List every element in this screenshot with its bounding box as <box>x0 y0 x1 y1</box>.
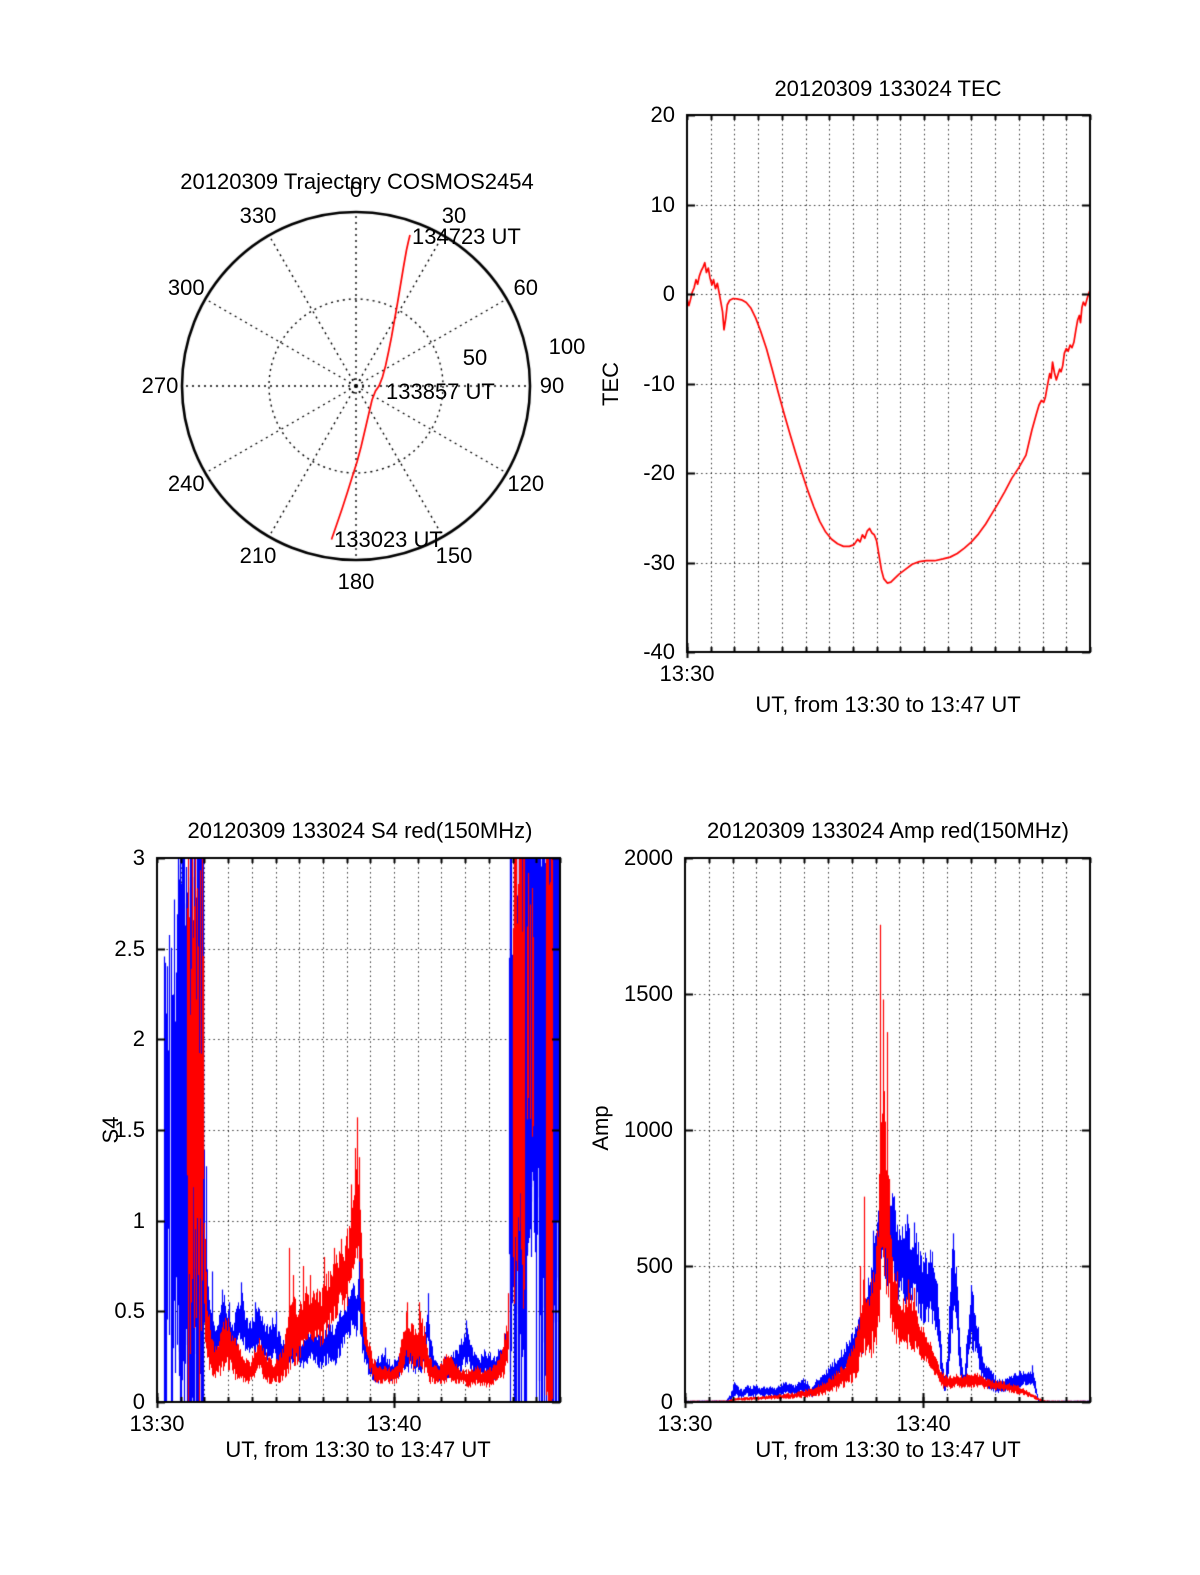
tec-y-tick-label: -10 <box>643 370 675 396</box>
radial-tick-label: 100 <box>548 334 586 359</box>
tec-y-tick-label: 0 <box>662 281 675 306</box>
tec-y-tick-label: -40 <box>643 639 675 664</box>
azimuth-tick-label: 150 <box>435 542 473 568</box>
s4-x-tick-label: 13:30 <box>129 1411 185 1436</box>
amp-y-tick-label: 2000 <box>624 845 673 870</box>
s4-y-tick-label: 0 <box>132 1389 145 1414</box>
tec-x-axis-label: UT, from 13:30 to 13:47 UT <box>755 692 1021 717</box>
azimuth-tick-label: 60 <box>513 275 538 300</box>
azimuth-tick-label: 270 <box>141 373 179 398</box>
azimuth-tick-label: 30 <box>441 203 467 229</box>
s4-y-tick-label: 2 <box>132 1026 145 1052</box>
s4-x-tick-label: 13:40 <box>366 1411 422 1436</box>
tec-y-tick-label: 20 <box>650 102 675 127</box>
azimuth-tick-label: 180 <box>337 569 375 594</box>
azimuth-tick-label: 300 <box>167 275 205 300</box>
tec-y-tick-label: 10 <box>650 191 675 217</box>
s4-y-tick-label: 1 <box>132 1207 145 1233</box>
tec-y-tick-label: -30 <box>643 549 675 575</box>
tec-y-axis-label: TEC <box>598 362 623 406</box>
s4-plot-title: 20120309 133024 S4 red(150MHz) <box>187 818 533 843</box>
trajectory-time-label-end: 134723 UT <box>412 224 521 249</box>
tec-x-tick-label: 13:30 <box>659 661 715 686</box>
radial-tick-label: 50 <box>462 345 488 370</box>
amp-y-tick-label: 1000 <box>624 1117 673 1142</box>
s4-y-tick-label: 0.5 <box>114 1298 145 1324</box>
tec-plot-title: 20120309 133024 TEC <box>774 76 1002 101</box>
azimuth-tick-label: 240 <box>167 471 205 496</box>
amp-x-axis-label: UT, from 13:30 to 13:47 UT <box>755 1437 1021 1462</box>
azimuth-tick-label: 90 <box>539 373 565 398</box>
trajectory-time-label-start: 133023 UT <box>334 527 443 552</box>
azimuth-tick-label: 330 <box>239 203 277 229</box>
amp-y-tick-label: 0 <box>660 1389 673 1414</box>
s4-y-tick-label: 2.5 <box>114 935 145 961</box>
polar-plot-title: 20120309 Trajectory COSMOS2454 <box>180 169 534 194</box>
amp-y-axis-label: Amp <box>588 1105 613 1151</box>
trajectory-time-label-mid: 133857 UT <box>386 379 495 404</box>
azimuth-tick-label: 210 <box>239 542 277 568</box>
amp-plot-title: 20120309 133024 Amp red(150MHz) <box>706 818 1070 843</box>
s4-x-axis-label: UT, from 13:30 to 13:47 UT <box>225 1437 491 1462</box>
s4-y-tick-label: 1.5 <box>114 1117 145 1142</box>
azimuth-tick-label: 120 <box>507 471 545 496</box>
amp-y-tick-label: 500 <box>636 1253 673 1278</box>
s4-y-tick-label: 3 <box>132 845 145 870</box>
tec-y-tick-label: -20 <box>643 460 675 485</box>
amp-x-tick-label: 13:30 <box>657 1411 713 1436</box>
azimuth-tick-label: 0 <box>349 177 363 202</box>
amp-x-tick-label: 13:40 <box>895 1411 951 1436</box>
amp-y-tick-label: 1500 <box>624 981 673 1006</box>
